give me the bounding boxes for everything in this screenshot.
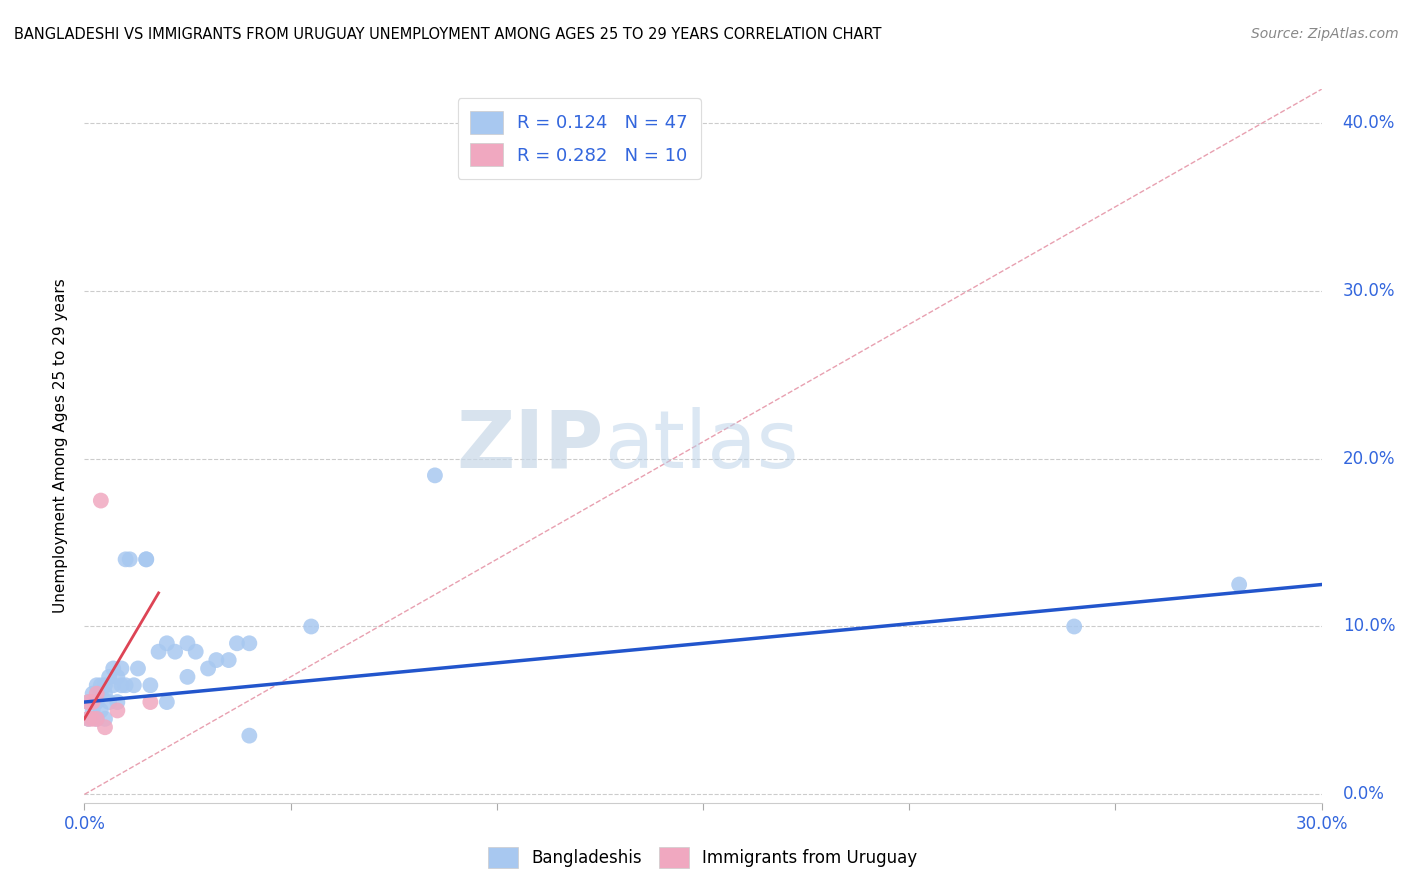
Point <box>127 661 149 675</box>
Point <box>90 678 112 692</box>
Point <box>77 695 100 709</box>
Point <box>226 636 249 650</box>
Point <box>103 678 125 692</box>
Point <box>77 695 100 709</box>
Point <box>103 661 125 675</box>
Point <box>238 636 260 650</box>
Point <box>77 712 100 726</box>
Point <box>1063 619 1085 633</box>
Point <box>118 552 141 566</box>
Point <box>90 703 112 717</box>
Point <box>94 687 117 701</box>
Point <box>135 552 157 566</box>
Point <box>139 678 162 692</box>
Point <box>156 636 179 650</box>
Text: atlas: atlas <box>605 407 799 485</box>
Point <box>98 670 121 684</box>
Point <box>1227 577 1250 591</box>
Point <box>94 720 117 734</box>
Point <box>86 712 108 726</box>
Point <box>105 695 128 709</box>
Text: 0.0%: 0.0% <box>1343 785 1385 804</box>
Point <box>82 712 104 726</box>
Point <box>86 712 108 726</box>
Point <box>238 729 260 743</box>
Point <box>156 695 179 709</box>
Text: 40.0%: 40.0% <box>1343 114 1395 132</box>
Point <box>82 703 104 717</box>
Point <box>299 619 322 633</box>
Text: ZIP: ZIP <box>457 407 605 485</box>
Point <box>82 695 104 709</box>
Text: BANGLADESHI VS IMMIGRANTS FROM URUGUAY UNEMPLOYMENT AMONG AGES 25 TO 29 YEARS CO: BANGLADESHI VS IMMIGRANTS FROM URUGUAY U… <box>14 27 882 42</box>
Point <box>105 703 128 717</box>
Y-axis label: Unemployment Among Ages 25 to 29 years: Unemployment Among Ages 25 to 29 years <box>53 278 69 614</box>
Point <box>423 468 446 483</box>
Point <box>77 712 100 726</box>
Point <box>98 695 121 709</box>
Point <box>176 670 198 684</box>
Point <box>114 552 136 566</box>
Point <box>148 645 170 659</box>
Point <box>110 661 132 675</box>
Point <box>105 670 128 684</box>
Point <box>184 645 207 659</box>
Point <box>86 678 108 692</box>
Point <box>90 493 112 508</box>
Text: Source: ZipAtlas.com: Source: ZipAtlas.com <box>1251 27 1399 41</box>
Point <box>114 678 136 692</box>
Point <box>218 653 240 667</box>
Text: 30.0%: 30.0% <box>1343 282 1395 300</box>
Point <box>197 661 219 675</box>
Point <box>90 687 112 701</box>
Point <box>176 636 198 650</box>
Point <box>110 678 132 692</box>
Point <box>205 653 228 667</box>
Point <box>86 687 108 701</box>
Text: 20.0%: 20.0% <box>1343 450 1395 467</box>
Point <box>135 552 157 566</box>
Point <box>82 687 104 701</box>
Point <box>94 678 117 692</box>
Point <box>94 712 117 726</box>
Point <box>139 695 162 709</box>
Point <box>122 678 145 692</box>
Point <box>82 695 104 709</box>
Point <box>165 645 187 659</box>
Text: 10.0%: 10.0% <box>1343 617 1395 635</box>
Legend: R = 0.124   N = 47, R = 0.282   N = 10: R = 0.124 N = 47, R = 0.282 N = 10 <box>458 98 700 179</box>
Legend: Bangladeshis, Immigrants from Uruguay: Bangladeshis, Immigrants from Uruguay <box>482 840 924 875</box>
Point <box>86 695 108 709</box>
